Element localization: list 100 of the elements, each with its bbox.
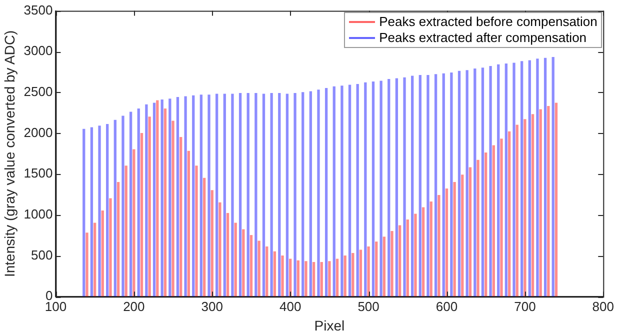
bar bbox=[489, 66, 492, 296]
legend-label: Peaks extracted before compensation bbox=[379, 14, 598, 30]
bar bbox=[453, 182, 456, 296]
bar bbox=[461, 174, 464, 296]
bar bbox=[129, 112, 132, 296]
bar bbox=[116, 182, 120, 296]
bar bbox=[450, 72, 453, 296]
bar bbox=[442, 73, 445, 296]
bar bbox=[324, 88, 328, 296]
x-tick-label: 700 bbox=[514, 298, 536, 314]
bar bbox=[547, 106, 550, 296]
bar bbox=[497, 64, 500, 296]
bar bbox=[380, 80, 382, 296]
bar bbox=[344, 255, 346, 296]
bar bbox=[348, 84, 352, 296]
bar bbox=[208, 94, 210, 296]
bar bbox=[114, 120, 116, 296]
bar bbox=[516, 124, 518, 296]
bar bbox=[388, 79, 390, 296]
x-tick-label: 800 bbox=[592, 298, 614, 314]
bar bbox=[137, 108, 140, 296]
bar bbox=[172, 120, 174, 296]
x-tick-label: 400 bbox=[279, 298, 302, 314]
x-axis-title: Pixel bbox=[314, 317, 345, 334]
bar bbox=[215, 94, 218, 296]
bar bbox=[403, 77, 406, 296]
bar bbox=[210, 190, 214, 296]
bar bbox=[180, 137, 182, 296]
bar bbox=[145, 104, 148, 296]
y-tick-label: 500 bbox=[31, 247, 53, 262]
bar bbox=[270, 92, 273, 296]
bar bbox=[418, 74, 422, 296]
bar bbox=[286, 94, 289, 296]
bar bbox=[524, 119, 526, 296]
bar bbox=[539, 109, 542, 296]
bar bbox=[168, 98, 172, 296]
bar bbox=[195, 166, 198, 296]
bar bbox=[309, 91, 312, 296]
bar bbox=[132, 149, 136, 296]
bar bbox=[382, 236, 386, 296]
bar bbox=[242, 229, 245, 296]
bar bbox=[246, 92, 250, 296]
bar bbox=[476, 160, 480, 296]
bar bbox=[395, 78, 398, 296]
bar bbox=[86, 232, 88, 296]
bar bbox=[124, 166, 128, 296]
bar bbox=[531, 114, 534, 296]
bar bbox=[231, 94, 234, 296]
bar bbox=[500, 138, 503, 296]
y-tick-label: 2000 bbox=[24, 124, 53, 140]
bar bbox=[434, 74, 438, 296]
bar bbox=[254, 92, 258, 296]
bar bbox=[426, 74, 430, 296]
bar bbox=[352, 252, 354, 296]
bar bbox=[312, 262, 316, 296]
bar bbox=[468, 167, 472, 296]
bar bbox=[552, 57, 554, 296]
bar bbox=[140, 132, 144, 296]
bar bbox=[544, 58, 547, 296]
bar bbox=[238, 92, 242, 296]
bar bbox=[273, 251, 276, 296]
bar bbox=[148, 116, 151, 296]
bar bbox=[184, 96, 187, 296]
bar bbox=[411, 76, 414, 296]
bar bbox=[176, 97, 180, 296]
bar bbox=[336, 258, 339, 296]
bar bbox=[481, 68, 484, 296]
bar bbox=[508, 131, 511, 296]
bar bbox=[474, 68, 476, 296]
bar bbox=[258, 240, 260, 296]
bar bbox=[504, 64, 508, 296]
bar bbox=[356, 84, 359, 296]
bar bbox=[156, 100, 159, 296]
bar bbox=[375, 242, 378, 296]
bar bbox=[250, 235, 253, 296]
bar bbox=[234, 222, 237, 296]
bar bbox=[223, 94, 226, 296]
x-tick-label: 300 bbox=[201, 298, 223, 314]
bar bbox=[406, 220, 409, 296]
bar bbox=[458, 70, 461, 296]
bar bbox=[152, 102, 156, 296]
bar bbox=[106, 124, 109, 296]
bar bbox=[466, 70, 468, 296]
x-tick-label: 200 bbox=[123, 298, 145, 314]
bar bbox=[317, 90, 320, 296]
bar bbox=[364, 82, 367, 296]
bar bbox=[226, 212, 230, 296]
y-tick-label: 2500 bbox=[24, 84, 53, 100]
bar bbox=[98, 126, 101, 296]
bar bbox=[520, 61, 524, 296]
bar bbox=[266, 246, 268, 296]
bar bbox=[438, 195, 440, 296]
bar bbox=[332, 86, 336, 296]
bar bbox=[340, 86, 344, 296]
bar bbox=[262, 94, 266, 296]
bar bbox=[192, 95, 195, 296]
bar bbox=[512, 62, 516, 296]
bar bbox=[302, 92, 304, 296]
bar bbox=[390, 230, 394, 296]
bar bbox=[187, 150, 190, 296]
